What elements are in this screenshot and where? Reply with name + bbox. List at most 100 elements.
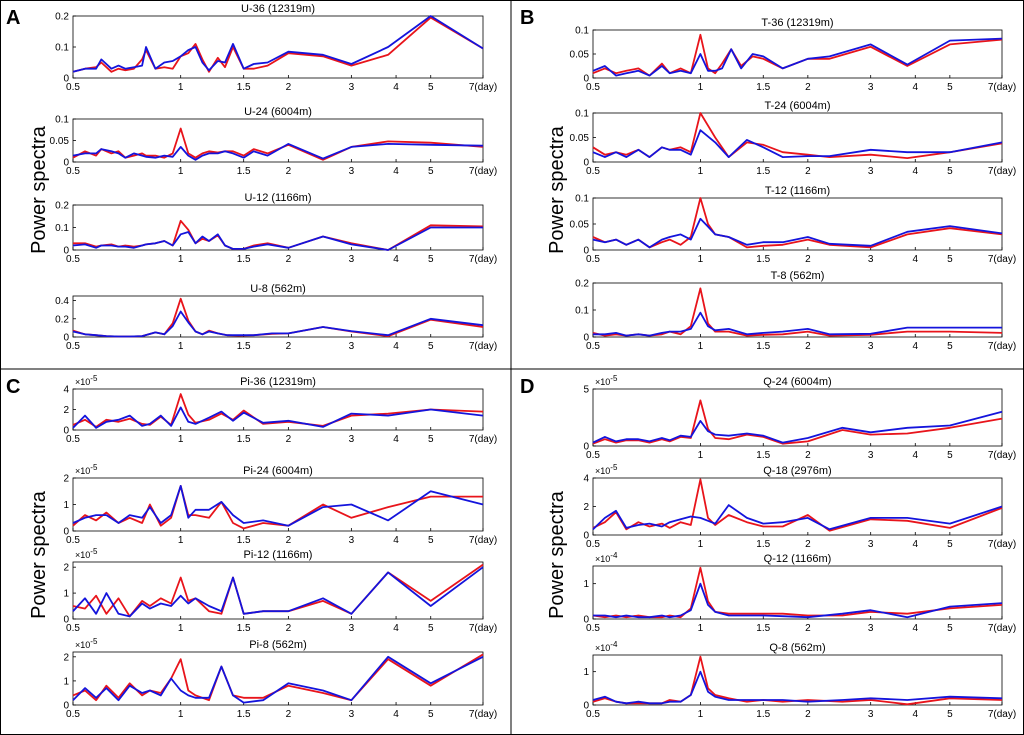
plot-frame (592, 654, 1003, 706)
x-tick-label: 3 (349, 535, 355, 546)
x-tick-label: 1.5 (237, 535, 251, 546)
x-tick-label: 5 (947, 341, 953, 352)
x-tick-label: 5 (428, 254, 434, 265)
y-tick-label: 1 (63, 500, 69, 511)
x-tick-label: 0.5 (586, 623, 600, 634)
x-tick-label: 0.5 (66, 434, 80, 445)
y-tick-label: 1 (583, 667, 589, 678)
x-tick-label: 5 (947, 539, 953, 550)
series-line-blue (72, 566, 484, 618)
y-tick-label: 0.1 (55, 43, 69, 54)
plot-title: Q-12 (1166m) (764, 553, 832, 565)
x-tick-label: 1 (698, 82, 704, 93)
y-axis-label-0: Power spectra (28, 125, 50, 254)
x-tick-label: 2 (286, 709, 292, 720)
y-tick-label: 2 (63, 652, 69, 663)
plot-frame (592, 282, 1003, 338)
x-tick-label: 1.5 (756, 82, 770, 93)
x-tick-label: 7(day) (469, 166, 497, 177)
x-tick-label: 5 (947, 82, 953, 93)
x-tick-label: 0.5 (586, 341, 600, 352)
y-axis-label-3: Power spectra (546, 490, 568, 619)
series-line-blue (592, 129, 1003, 159)
x-tick-label: 5 (947, 450, 953, 461)
series-line-red (592, 399, 1003, 445)
plot-frame (592, 112, 1003, 163)
x-tick-label: 0.5 (66, 254, 80, 265)
series-line-blue (72, 484, 484, 527)
x-tick-label: 2 (805, 341, 811, 352)
y-tick-label: 0 (63, 527, 69, 538)
y-tick-label: 0 (63, 246, 69, 257)
plot-title: Pi-8 (562m) (249, 639, 306, 651)
panel-label-d: D (520, 376, 534, 398)
plot-frame (592, 565, 1003, 620)
x-tick-label: 1 (698, 450, 704, 461)
y-tick-label: 0.1 (55, 223, 69, 234)
x-tick-label: 2 (286, 434, 292, 445)
x-tick-label: 7(day) (988, 709, 1016, 720)
x-tick-label: 1 (698, 254, 704, 265)
x-tick-label: 1.5 (756, 623, 770, 634)
x-tick-label: 2 (805, 623, 811, 634)
y-tick-label: 0 (583, 531, 589, 542)
x-tick-label: 1 (698, 623, 704, 634)
x-tick-label: 4 (912, 254, 918, 265)
x-tick-label: 3 (868, 709, 874, 720)
plot-title: Q-24 (6004m) (763, 376, 831, 388)
x-tick-label: 3 (868, 450, 874, 461)
y-tick-label: 0.05 (50, 136, 70, 147)
x-tick-label: 1 (178, 341, 184, 352)
y-tick-label: 1 (63, 676, 69, 687)
series-line-blue (592, 410, 1003, 444)
series-line-blue (592, 504, 1003, 531)
plot-frame (592, 29, 1003, 79)
x-tick-label: 1.5 (237, 82, 251, 93)
x-tick-label: 1.5 (756, 254, 770, 265)
x-tick-label: 4 (393, 709, 399, 720)
y-tick-label: 0 (583, 246, 589, 257)
series-line-red (592, 33, 1003, 77)
plot-title: Pi-24 (6004m) (243, 465, 313, 477)
x-tick-label: 7(day) (988, 341, 1016, 352)
x-tick-label: 1.5 (756, 539, 770, 550)
y-tick-label: 0 (583, 701, 589, 712)
plot-title: T-12 (1166m) (765, 185, 830, 197)
y-tick-label: 0.2 (55, 314, 69, 325)
x-tick-label: 5 (947, 623, 953, 634)
series-line-red (72, 653, 484, 702)
series-line-blue (592, 670, 1003, 705)
series-line-blue (593, 582, 1003, 619)
x-tick-label: 1 (698, 341, 704, 352)
x-tick-label: 3 (349, 434, 355, 445)
x-tick-label: 7(day) (988, 539, 1016, 550)
x-tick-label: 2 (805, 450, 811, 461)
x-tick-label: 1 (178, 254, 184, 265)
plot-title: T-8 (562m) (771, 270, 825, 282)
x-tick-label: 4 (912, 450, 918, 461)
y-tick-label: 1 (63, 589, 69, 600)
x-tick-label: 7(day) (469, 623, 497, 634)
y-tick-label: 0.1 (575, 109, 589, 120)
x-tick-label: 1.5 (237, 254, 251, 265)
x-tick-label: 3 (868, 166, 874, 177)
x-tick-label: 4 (912, 82, 918, 93)
x-tick-label: 0.5 (586, 82, 600, 93)
x-tick-label: 7(day) (469, 82, 497, 93)
x-tick-label: 3 (349, 82, 355, 93)
y-tick-label: 4 (63, 385, 69, 396)
y-tick-label: 0.2 (575, 279, 589, 290)
plot-title: Q-18 (2976m) (763, 465, 831, 477)
x-tick-label: 1 (178, 434, 184, 445)
plot-frame (592, 388, 1003, 447)
y-axis-label-1: Power spectra (546, 125, 568, 254)
x-tick-label: 5 (947, 166, 953, 177)
series-line-blue (72, 655, 484, 704)
x-tick-label: 7(day) (469, 434, 497, 445)
x-tick-label: 5 (428, 535, 434, 546)
y-axis-label-2: Power spectra (28, 490, 50, 619)
x-tick-label: 0.5 (586, 450, 600, 461)
y-tick-label: 0.1 (575, 194, 589, 205)
y-tick-label: 0 (583, 615, 589, 626)
y-tick-label: 0 (63, 701, 69, 712)
